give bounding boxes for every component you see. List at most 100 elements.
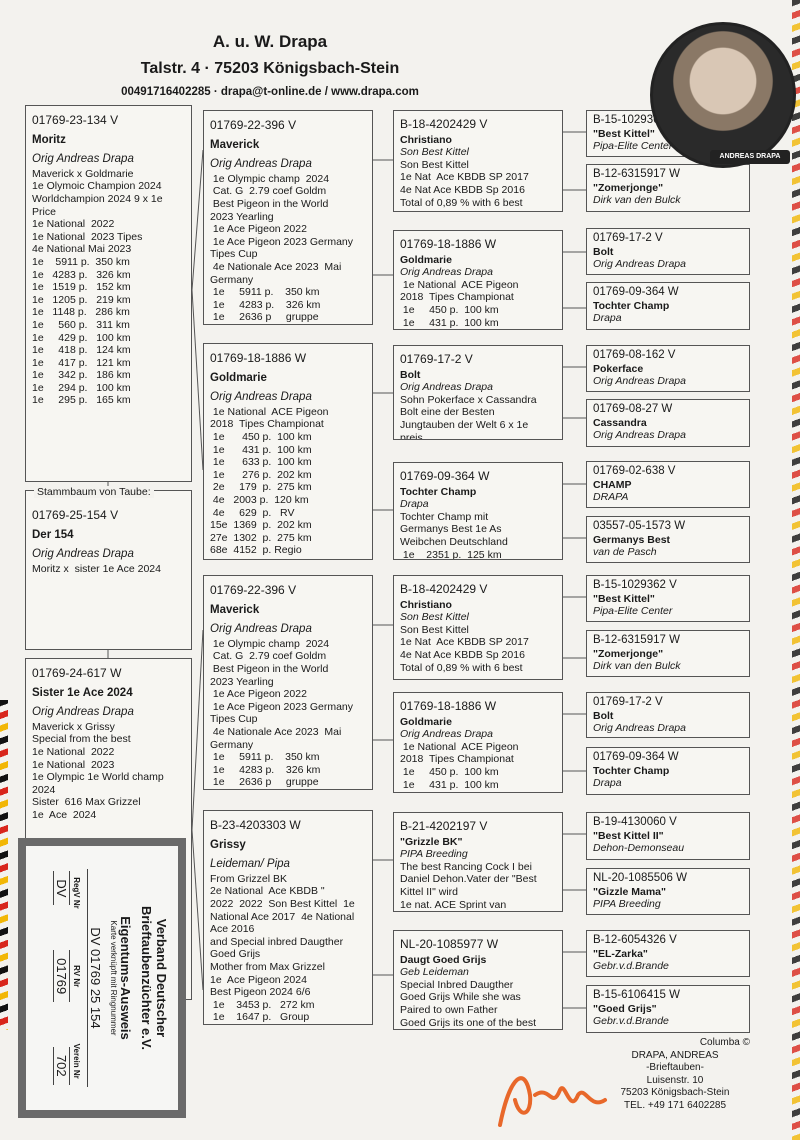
ring-number: 01769-17-2 V xyxy=(593,232,663,244)
performance-line: 1e 276 p. 202 km xyxy=(210,468,312,481)
pigeon-card: NL-20-1085977 W Daugt Goed Grijs Geb Leide… xyxy=(393,930,563,1030)
breeder: Orig Andreas Drapa xyxy=(400,381,493,394)
performance-line: 1e 295 p. 165 km xyxy=(32,394,131,407)
pigeon-card: 01769-18-1886 W Goldmarie Orig Andreas Dra… xyxy=(393,692,563,793)
stamp-label-verein: Verein Nr xyxy=(72,1043,81,1079)
ring-number: 01769-08-27 W xyxy=(593,403,673,415)
breeder: Dirk van den Bulck xyxy=(593,660,681,672)
ring-number: B-18-4202429 V xyxy=(400,582,488,596)
breeder: PIPA Breeding xyxy=(593,898,661,910)
performance-line: Tipes Cup xyxy=(210,713,258,726)
breeder: Orig Andreas Drapa xyxy=(210,623,312,636)
ring-number: NL-20-1085506 W xyxy=(593,872,687,884)
performance-line: 1e National 2022 xyxy=(32,745,115,758)
pigeon-card: B-21-4202197 V "Grizzle BK" PIPA Breeding T… xyxy=(393,812,563,912)
pigeon-card: 01769-09-364 W Tochter Champ Drapa xyxy=(586,747,750,795)
stamp-label-rv: RV Nr xyxy=(72,965,81,988)
performance-line: 1e 633 p. 100 km xyxy=(210,456,312,469)
breeder: Drapa xyxy=(593,777,622,789)
performance-line: 1e 429 p. 100 km xyxy=(32,331,131,344)
breeder: Pipa-Elite Center xyxy=(593,605,673,617)
performance-line: 4e Nat Ace KBDB Sp 2016 xyxy=(400,183,525,196)
performance-line: Goed Grijs its one of the best xyxy=(400,1016,536,1029)
performance-line: preis xyxy=(400,431,423,440)
performance-line: Moritz x sister 1e Ace 2024 xyxy=(32,562,161,575)
signature xyxy=(498,1076,607,1127)
pigeon-card: B-12-6315917 W "Zomerjonge" Dirk van den B… xyxy=(586,630,750,677)
performance-line: 1e 418 p. 124 km xyxy=(32,344,131,357)
pigeon-name: Christiano xyxy=(400,133,452,146)
ring-number: 01769-02-638 V xyxy=(593,465,676,477)
ring-number: B-19-4130060 V xyxy=(593,816,677,828)
performance-line: 4e Nat Ace KBDB Sp 2016 xyxy=(400,648,525,661)
breeder: Orig Andreas Drapa xyxy=(400,266,493,279)
ring-number: 01769-22-396 V xyxy=(210,118,297,132)
breeder: Pipa-Elite Center xyxy=(593,140,673,152)
pigeon-card: 01769-25-154 V Der 154 Orig Andreas Drapa M… xyxy=(25,490,192,650)
performance-line: 1e Ace Pigeon 2023 Germany xyxy=(210,700,354,713)
copyright: Columba © xyxy=(699,1037,750,1048)
performance-line: 1e Ace 2024 xyxy=(32,808,97,821)
pigeon-card: B-12-6315917 W "Zomerjonge" Dirk van den B… xyxy=(586,164,750,212)
ring-number: B-21-4202197 V xyxy=(400,819,488,833)
performance-line: 1e 560 p. 311 km xyxy=(32,318,130,331)
ring-number: 01769-08-162 V xyxy=(593,349,676,361)
performance-line: Goed Grijs While she was xyxy=(400,991,521,1004)
performance-line: 1e 3453 p. 272 km xyxy=(210,998,315,1011)
pigeon-card: 01769-09-364 W Tochter Champ Drapa xyxy=(586,282,750,330)
performance-line: 4e Nationale Ace 2023 Mai xyxy=(210,725,342,738)
breeder-name: A. u. W. Drapa xyxy=(212,32,328,51)
breeder: PIPA Breeding xyxy=(400,848,468,861)
performance-line: 1e 450 p. 100 km xyxy=(210,430,312,443)
footer-line: -Brieftauben- xyxy=(646,1062,704,1073)
breeder: Orig Andreas Drapa xyxy=(593,429,686,441)
pigeon-card: B-12-6054326 V "EL-Zarka" Gebr.v.d.Brande xyxy=(586,930,750,977)
connector-line xyxy=(191,829,204,991)
flag-stripe-left xyxy=(0,700,8,1030)
pigeon-card: 01769-18-1886 W Goldmarie Orig Andreas Dra… xyxy=(393,230,563,330)
performance-line: 4e 2003 p. 120 km xyxy=(210,493,309,506)
performance-line: and Special inbred Daugther xyxy=(210,935,344,948)
performance-line: 1e 4283 p. 326 km xyxy=(210,763,321,776)
breeder: Drapa xyxy=(593,312,622,324)
performance-line: Worldchampion 2024 9 x 1e xyxy=(32,192,163,205)
performance-line: Special Inbred Daugther xyxy=(400,978,514,991)
stamp-ring: DV 01769 25 154 xyxy=(87,869,103,1087)
performance-line: Ace 2016 xyxy=(210,923,255,936)
pigeon-card: 01769-23-134 V Moritz Orig Andreas Drapa Ma… xyxy=(25,105,192,482)
performance-line: 2022 2022 Son Best Kittel 1e xyxy=(210,897,355,910)
performance-line: 1e 294 p. 100 km xyxy=(32,381,131,394)
performance-line: Goed Grijs xyxy=(210,948,261,961)
performance-line: 1e 450 p. 100 km xyxy=(400,303,499,316)
breeder: Orig Andreas Drapa xyxy=(400,728,493,741)
pigeon-name: Daugt Goed Grijs xyxy=(400,953,487,966)
performance-line: 27e 1302 p. 275 km xyxy=(210,531,312,544)
ring-number: 03557-05-1573 W xyxy=(593,520,686,532)
stamp-title: Eigentums-Ausweis xyxy=(118,916,133,1040)
pigeon-card: 01769-22-396 V Maverick Orig Andreas Drapa… xyxy=(203,575,373,790)
performance-line: 1e Ace Pigeon 2022 xyxy=(210,688,307,701)
pigeon-name: "Gizzle Mama" xyxy=(593,886,666,898)
ring-number: 01769-17-2 V xyxy=(400,352,473,366)
performance-line: 1e Ace Pigeon 2024 xyxy=(210,973,307,986)
ring-number: B-12-6315917 W xyxy=(593,634,680,646)
breeder: Leideman/ Pipa xyxy=(210,858,290,871)
pigeon-name: Maverick xyxy=(210,138,260,151)
footer-line: TEL. +49 171 6402285 xyxy=(623,1099,727,1111)
breeder-contact: 00491716402285 · drapa@t-online.de / www… xyxy=(121,86,419,98)
pigeon-card: B-18-4202429 V Christiano Son Best Kittel S… xyxy=(393,575,563,680)
performance-line: Best Pigeon in the World xyxy=(210,197,329,210)
pigeon-name: Tochter Champ xyxy=(593,765,670,777)
ring-number: B-23-4203303 W xyxy=(210,818,301,832)
stamp-subtitle: Karte verknüpft mit Ringnummer xyxy=(109,920,118,1036)
performance-line: Daniel Dehon.Vater der "Best xyxy=(400,873,537,886)
performance-line: Sister 616 Max Grizzel xyxy=(32,796,141,809)
performance-line: 1e 1148 p. 286 km xyxy=(32,306,130,319)
performance-line: Paired to own Father xyxy=(400,1003,498,1016)
connector-line xyxy=(191,289,204,471)
performance-line: 1e 2636 p gruppe xyxy=(210,776,319,789)
performance-line: The best Rancing Cock I bei xyxy=(400,860,532,873)
pigeon-name: "Best Kittel" xyxy=(593,593,655,605)
performance-line: 1e Olympic champ 2024 xyxy=(210,172,330,185)
